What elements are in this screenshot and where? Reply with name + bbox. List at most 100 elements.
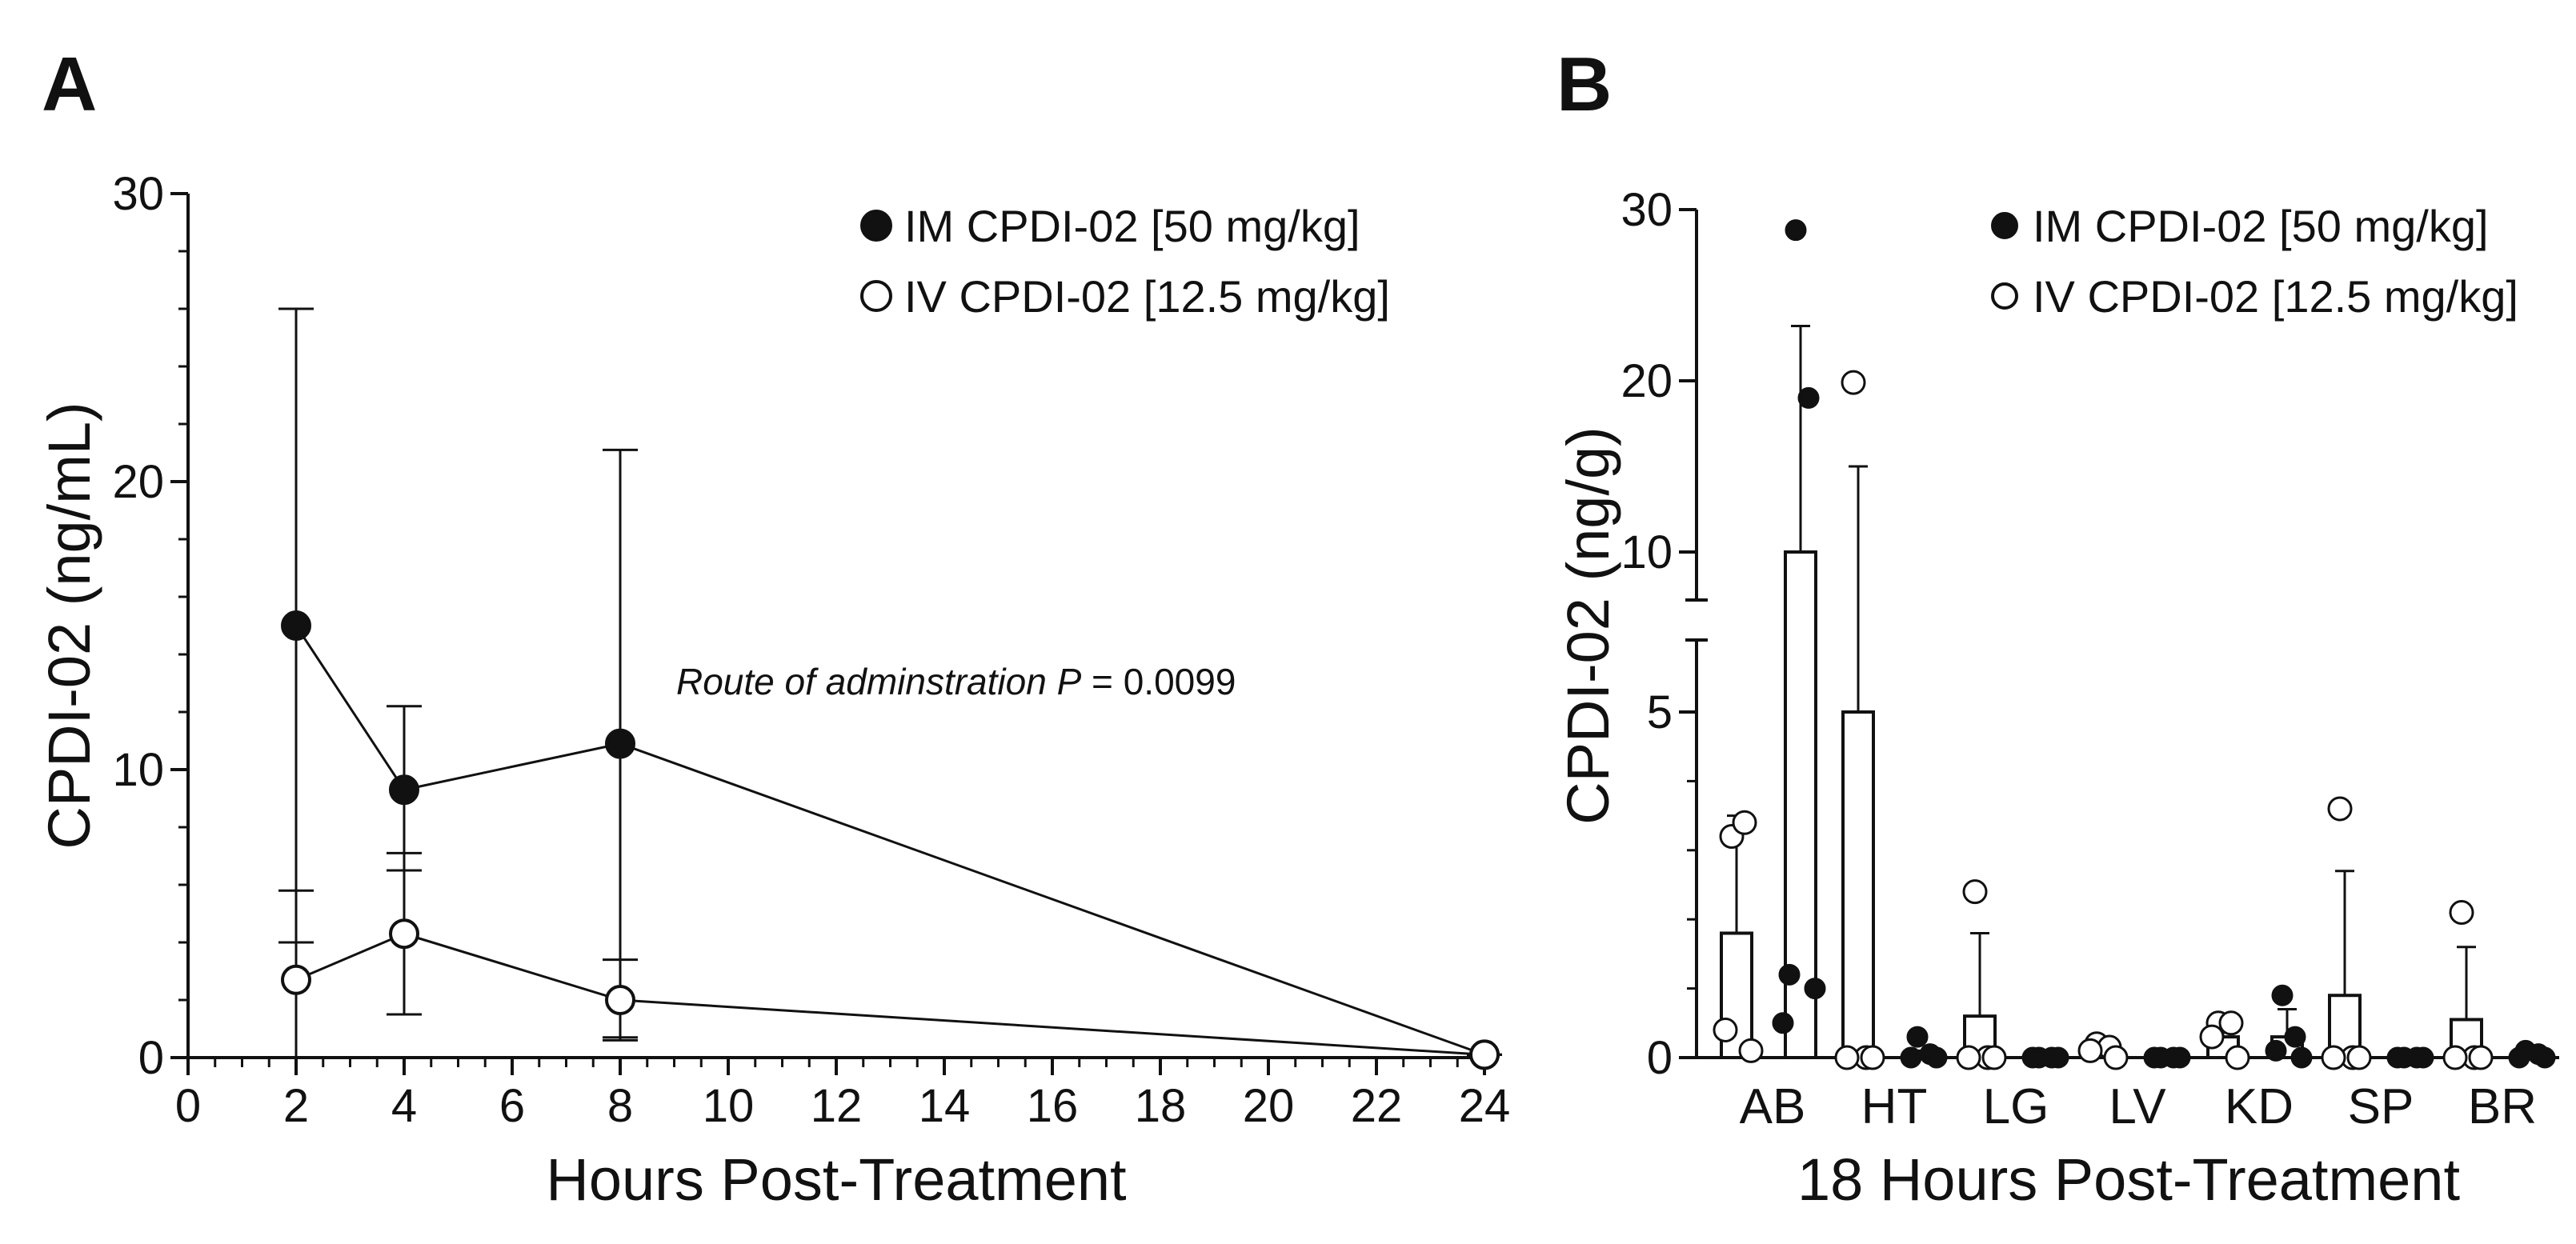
iv-data-point <box>2449 900 2474 926</box>
iv-data-point <box>2346 1045 2372 1070</box>
im-data-point <box>605 728 635 759</box>
iv-data-point <box>2199 1024 2225 1050</box>
panel-b-y-title: CPDI-02 (ng/g) <box>1555 426 1621 825</box>
panel-a-label: A <box>42 42 97 127</box>
category-label: HT <box>1861 1079 1928 1134</box>
im-data-point <box>2021 1046 2044 1069</box>
panel-a-annotation: Route of adminstration P = 0.0099 <box>676 661 1236 702</box>
x-tick-label: 20 <box>1243 1080 1295 1132</box>
iv-data-point <box>2218 1010 2244 1036</box>
iv-data-point <box>1834 1045 1860 1070</box>
x-tick-label: 0 <box>175 1080 201 1132</box>
y-tick-label: 30 <box>1621 184 1673 236</box>
im-data-point <box>1925 1046 1948 1069</box>
im-data-point <box>2386 1046 2409 1069</box>
category-label: SP <box>2348 1079 2414 1134</box>
legend-b-iv-marker <box>1991 282 2018 310</box>
annotation-prefix: Route of adminstration <box>676 661 1057 702</box>
x-tick-label: 12 <box>811 1080 863 1132</box>
iv-data-point <box>1860 1045 1885 1070</box>
iv-data-point <box>2077 1038 2103 1063</box>
y-tick-label: 20 <box>1621 355 1673 407</box>
im-data-point <box>2047 1046 2069 1069</box>
legend-b-iv-label: IV CPDI-02 [12.5 mg/kg] <box>2033 271 2518 322</box>
y-tick-label: 10 <box>1621 526 1673 578</box>
annotation-value: = 0.0099 <box>1081 661 1236 702</box>
im-data-point <box>2169 1046 2191 1069</box>
legend-im-label: IM CPDI-02 [50 mg/kg] <box>904 201 1360 251</box>
iv-data-point <box>1738 1038 1764 1063</box>
iv-data-point <box>2103 1045 2129 1070</box>
panel-b-x-title: 18 Hours Post-Treatment <box>1797 1146 2460 1213</box>
category-label: KD <box>2225 1079 2294 1134</box>
iv-data-point <box>2468 1045 2494 1070</box>
im-data-point <box>2143 1046 2165 1069</box>
im-data-point <box>2290 1046 2313 1069</box>
panel-a-y-title: CPDI-02 (ng/mL) <box>36 402 102 849</box>
iv-data-point <box>2327 796 2353 822</box>
panel-b-x-ticks: AB HT LG LV KD SP BR <box>1740 1079 2537 1134</box>
x-tick-label: 10 <box>703 1080 755 1132</box>
y-tick-label: 10 <box>112 744 164 796</box>
im-data-point <box>2534 1046 2556 1069</box>
x-tick-label: 4 <box>391 1080 417 1132</box>
iv-data-point <box>281 964 311 995</box>
x-tick-label: 2 <box>283 1080 309 1132</box>
iv-data-point <box>2225 1045 2250 1070</box>
iv-bar <box>1841 710 1875 1059</box>
im-data-point <box>1772 1012 1794 1034</box>
iv-data-point <box>1956 1045 1981 1070</box>
panel-b-label: B <box>1556 42 1612 127</box>
legend-b-im-label: IM CPDI-02 [50 mg/kg] <box>2033 201 2489 251</box>
im-data-point <box>1778 963 1801 986</box>
im-data-point <box>1797 386 1820 409</box>
iv-data-point <box>1841 370 1866 395</box>
category-label: BR <box>2468 1079 2537 1134</box>
iv-data-point <box>389 918 419 950</box>
legend-b-im-marker <box>1991 212 2018 239</box>
x-tick-label: 18 <box>1135 1080 1187 1132</box>
im-data-point <box>389 774 419 806</box>
y-tick-label: 5 <box>1647 686 1673 738</box>
y-tick-label: 30 <box>112 168 164 220</box>
iv-data-point <box>1732 810 1757 835</box>
panel-a-x-title: Hours Post-Treatment <box>546 1146 1127 1213</box>
legend-iv-marker <box>860 280 892 312</box>
im-data-point <box>2284 1026 2306 1048</box>
im-data-point <box>281 610 311 641</box>
x-tick-label: 14 <box>919 1080 971 1132</box>
x-tick-label: 6 <box>499 1080 525 1132</box>
y-tick-label: 0 <box>138 1032 164 1084</box>
im-data-point <box>1900 1046 1922 1069</box>
iv-data-point <box>1469 1039 1500 1070</box>
panel-b: B 0 5 10 20 30 AB HT LG LV KD SP BR 18 Hours Post-… <box>1555 42 2559 1213</box>
im-data-point <box>2271 984 2294 1006</box>
iv-data-point <box>2442 1045 2468 1070</box>
iv-series-line <box>295 932 1485 1056</box>
panel-a-x-ticks: 0 2 4 6 8 10 12 14 16 18 20 22 24 <box>175 1058 1510 1132</box>
iv-data-point <box>1713 1017 1738 1042</box>
y-tick-label: 0 <box>1647 1032 1673 1084</box>
iv-data-point <box>1962 879 1988 905</box>
iv-data-point <box>605 985 635 1015</box>
panel-b-legend: IM CPDI-02 [50 mg/kg] IV CPDI-02 [12.5 m… <box>1991 201 2518 322</box>
legend-iv-label: IV CPDI-02 [12.5 mg/kg] <box>904 271 1390 322</box>
y-tick-label: 20 <box>112 456 164 508</box>
x-tick-label: 8 <box>607 1080 633 1132</box>
im-data-point <box>1785 219 1807 242</box>
im-data-point <box>2265 1039 2287 1062</box>
iv-data-point <box>2321 1045 2346 1070</box>
x-tick-label: 22 <box>1351 1080 1403 1132</box>
im-series-line <box>294 625 1485 1056</box>
panel-b-y-ticks: 0 5 10 20 30 <box>1621 184 1708 1084</box>
category-label: AB <box>1740 1079 1806 1134</box>
category-label: LG <box>1983 1079 2049 1134</box>
x-tick-label: 16 <box>1027 1080 1079 1132</box>
annotation-p: P <box>1057 661 1082 702</box>
legend-im-marker <box>860 210 892 242</box>
iv-data-point <box>1981 1045 2007 1070</box>
panel-a-y-ticks: 0 10 20 30 <box>112 168 188 1084</box>
panel-b-marks <box>1713 219 2556 1070</box>
